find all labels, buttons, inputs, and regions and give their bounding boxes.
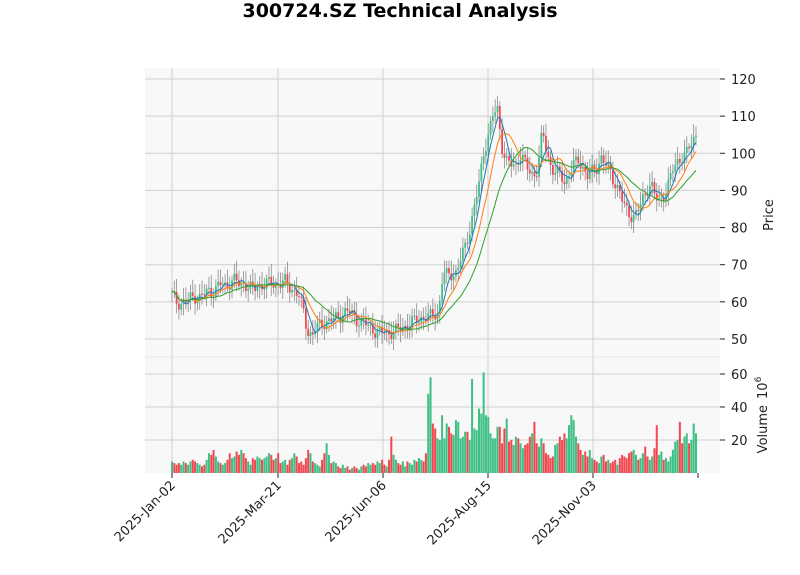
svg-text:90: 90: [731, 184, 748, 199]
svg-text:2025-Jun-06: 2025-Jun-06: [323, 478, 390, 545]
svg-text:60: 60: [731, 296, 748, 311]
svg-text:2025-Nov-03: 2025-Nov-03: [530, 478, 600, 548]
svg-text:60: 60: [731, 368, 748, 383]
price-axis: 120 110 100 90 80 70 60 50: [720, 73, 756, 348]
volume-axis: 60 40 20: [720, 368, 748, 449]
svg-text:120: 120: [731, 73, 756, 88]
volume-axis-label: Volume106: [754, 376, 771, 453]
svg-text:110: 110: [731, 110, 756, 125]
svg-text:50: 50: [731, 333, 748, 348]
svg-text:Volume106: Volume106: [754, 376, 771, 453]
svg-text:70: 70: [731, 259, 748, 274]
svg-text:80: 80: [731, 222, 748, 237]
price-axis-label: Price: [762, 199, 777, 231]
moving-averages: [171, 116, 697, 335]
svg-text:40: 40: [731, 401, 748, 416]
svg-text:20: 20: [731, 434, 748, 449]
svg-text:100: 100: [731, 147, 756, 162]
volume-bars: [171, 372, 697, 473]
svg-text:2025-Mar-21: 2025-Mar-21: [216, 478, 285, 547]
svg-text:2025-Jan-02: 2025-Jan-02: [112, 478, 179, 545]
svg-text:2025-Aug-15: 2025-Aug-15: [425, 478, 495, 548]
date-axis: 2025-Jan-02 2025-Mar-21 2025-Jun-06 2025-Au…: [112, 473, 699, 548]
chart-title: 300724.SZ Technical Analysis: [242, 0, 558, 22]
